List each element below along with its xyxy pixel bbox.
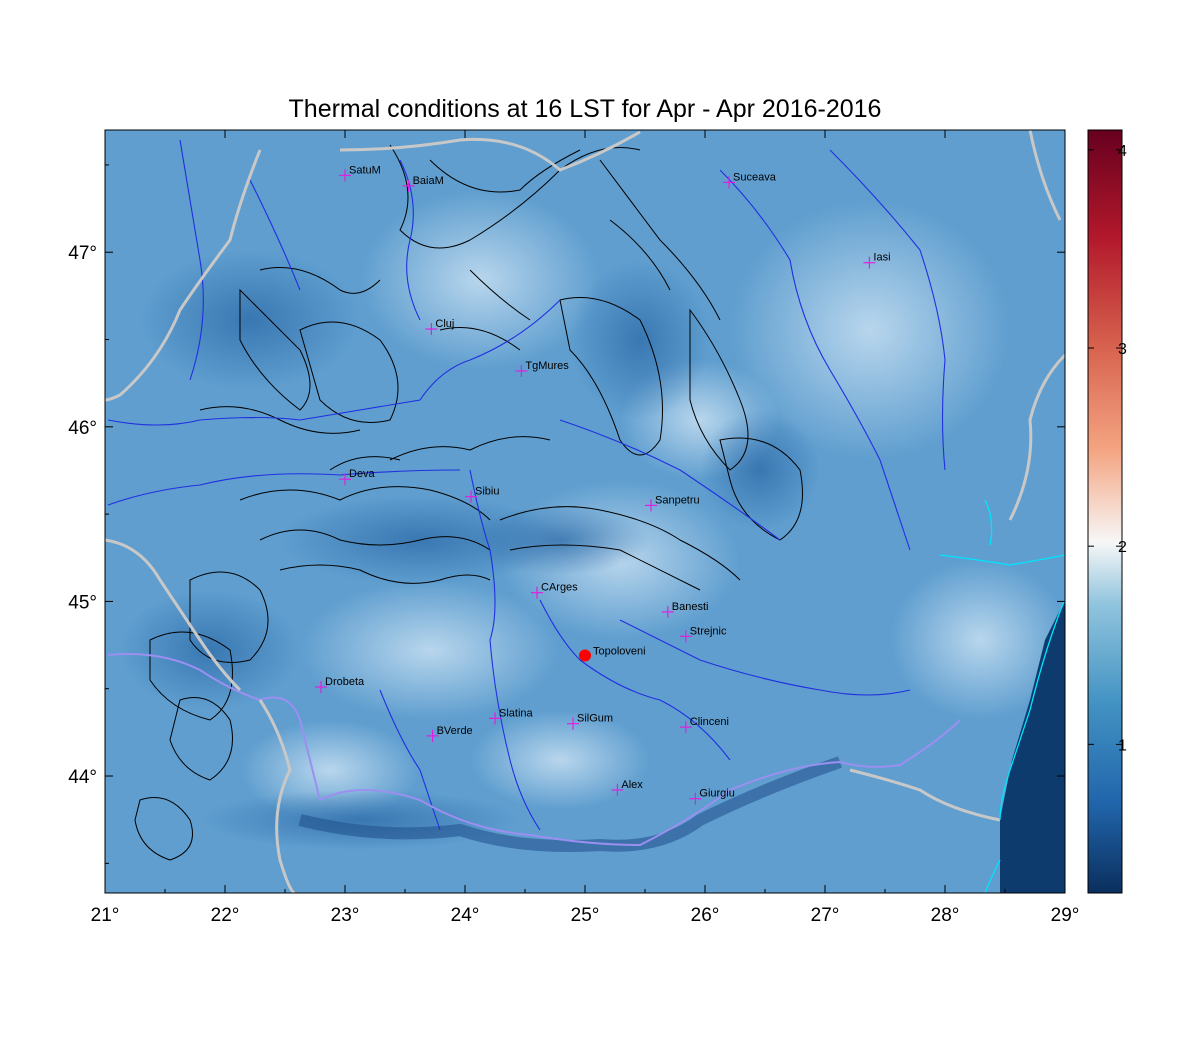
danube-river [319,719,961,847]
cb-label-2: 2 [1118,539,1127,556]
lon-label-22: 22° [211,905,240,926]
city-marker-bverde: BVerde [426,725,473,742]
station-label: Topoloveni [593,646,646,658]
city-marker-tgmures: TgMures [515,360,569,377]
heat-field-texture [120,190,1065,850]
lat-label-46: 46° [68,418,97,439]
city-label-strejnic: Strejnic [690,625,727,637]
station-marker-group: Topoloveni [579,646,646,662]
city-marker-sanpetru: Sanpetru [645,494,700,512]
colorbar-gradient [1088,130,1122,893]
lon-label-25: 25° [571,905,600,926]
lon-label-23: 23° [331,905,360,926]
city-marker-banesti: Banesti [661,601,709,618]
colorbar: 1 2 3 4 [1087,129,1127,894]
city-label-silgum: SilGum [577,713,613,725]
city-label-baiam: BaiaM [413,175,444,187]
city-marker-iasi: Iasi [863,252,891,269]
lon-label-24: 24° [451,905,480,926]
city-markers: SatuM BaiaM Suceava Iasi Cluj TgMures Deva Sibi… [315,164,891,805]
danube-valley-shade [298,756,842,852]
lat-label-47: 47° [68,243,97,264]
city-label-tgmures: TgMures [525,360,569,372]
city-label-slatina: Slatina [499,707,534,719]
city-marker-cluj: Cluj [425,318,454,336]
lon-label-21: 21° [91,905,120,926]
city-marker-carges: CArges [531,582,578,599]
city-label-banesti: Banesti [672,601,709,613]
city-marker-slatina: Slatina [489,707,534,725]
black-sea [1000,600,1065,893]
city-label-clinceni: Clinceni [690,716,729,728]
city-marker-deva: Deva [339,468,376,486]
city-label-satum: SatuM [349,164,381,176]
city-marker-strejnic: Strejnic [679,625,727,643]
lon-label-29: 29° [1051,905,1080,926]
city-label-carges: CArges [541,582,578,594]
city-marker-satum: SatuM [339,164,381,182]
colorbar-frame [1087,129,1123,894]
country-borders [105,130,1065,893]
orography-contours [134,144,803,861]
lon-label-28: 28° [931,905,960,926]
rivers [107,139,946,831]
city-label-drobeta: Drobeta [325,676,365,688]
city-marker-giurgiu: Giurgiu [689,788,735,805]
city-label-sibiu: Sibiu [475,486,499,498]
city-label-cluj: Cluj [435,318,454,330]
city-marker-suceava: Suceava [723,171,777,189]
lon-label-26: 26° [691,905,720,926]
lat-label-45: 45° [68,592,97,613]
lon-label-27: 27° [811,905,840,926]
cb-label-4: 4 [1118,143,1127,160]
city-label-alex: Alex [621,779,643,791]
coastline [939,499,1065,893]
city-marker-baiam: BaiaM [402,175,444,192]
danube-upper [107,653,321,801]
city-label-deva: Deva [349,468,376,480]
city-label-iasi: Iasi [873,252,890,264]
colorbar-ticks: 1 2 3 4 [1088,143,1127,754]
cb-label-3: 3 [1118,341,1127,358]
lat-label-44: 44° [68,767,97,788]
city-label-suceava: Suceava [733,171,777,183]
map-area: SatuM BaiaM Suceava Iasi Cluj TgMures Deva Sibi… [105,130,1065,893]
map-ticks: 21° 22° 23° 24° 25° 26° 27° 28° 29° 44° 45° 46° 47° [68,130,1079,926]
station-dot [579,649,591,662]
cb-label-1: 1 [1118,737,1127,754]
map-title: Thermal conditions at 16 LST for Apr - A… [289,95,882,123]
city-marker-clinceni: Clinceni [679,716,729,734]
city-marker-alex: Alex [611,779,643,796]
city-label-sanpetru: Sanpetru [655,494,700,506]
city-marker-drobeta: Drobeta [315,676,365,693]
city-marker-silgum: SilGum [567,713,613,730]
city-label-giurgiu: Giurgiu [699,788,734,800]
city-label-bverde: BVerde [437,725,473,737]
city-marker-sibiu: Sibiu [465,486,499,503]
